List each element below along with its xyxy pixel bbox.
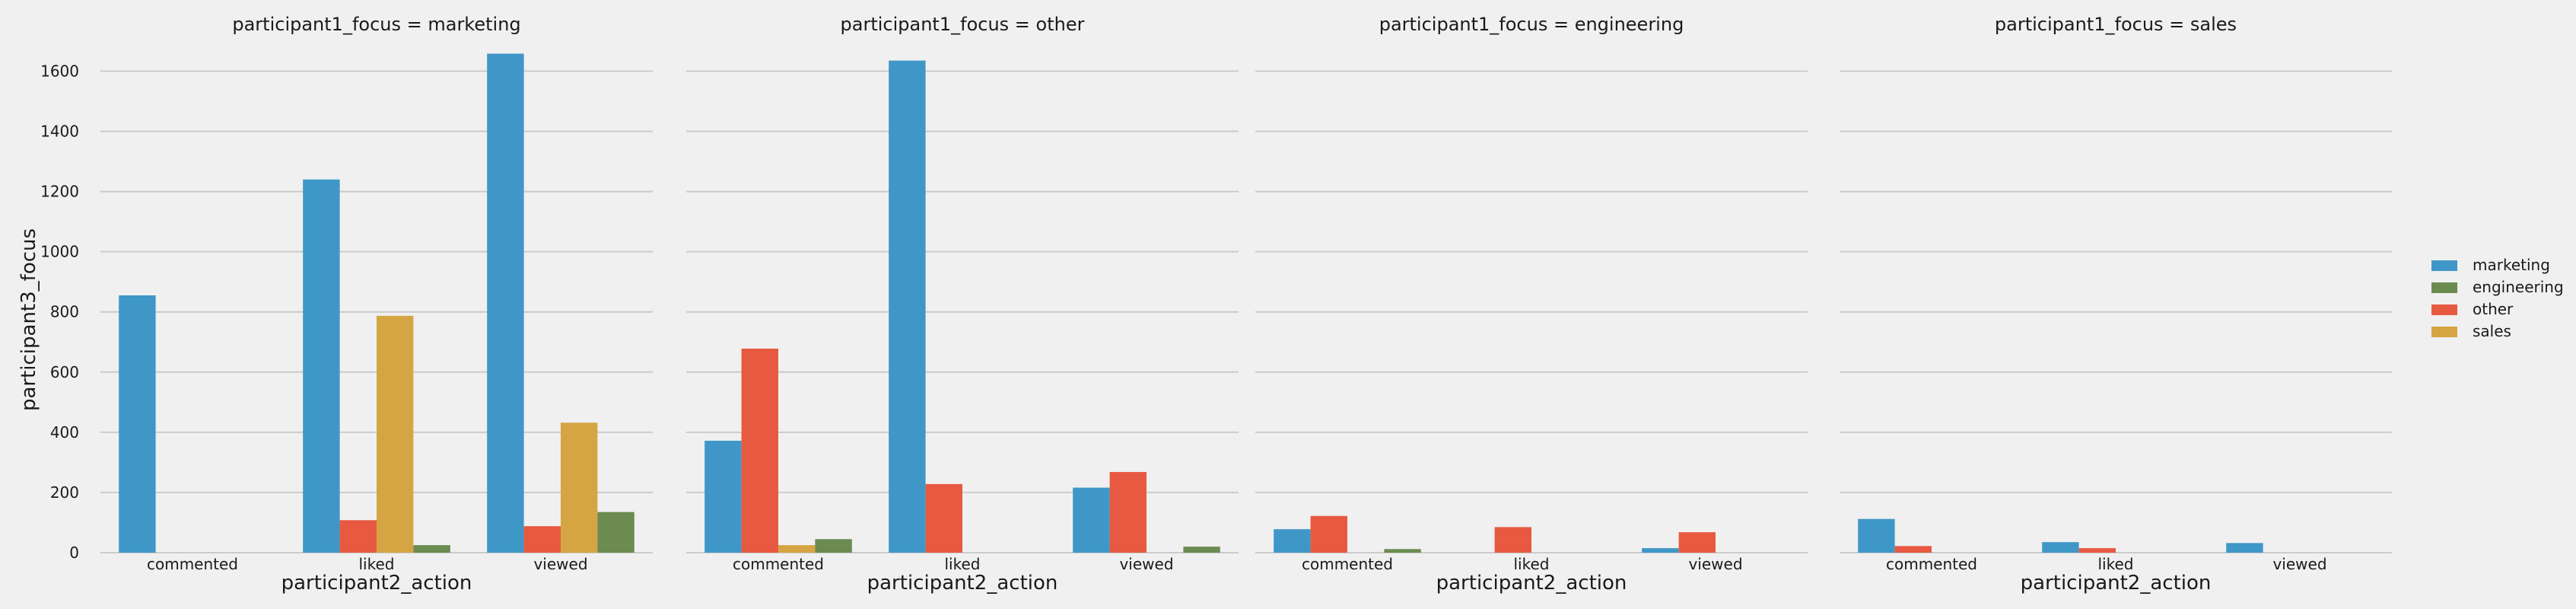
- bar-sales-commented: [778, 545, 816, 553]
- y-tick-label: 1200: [40, 183, 79, 201]
- bar-engineering-commented: [815, 539, 852, 553]
- panel-4: participant1_focus = sales commented liked…: [1840, 14, 2392, 595]
- y-tick-label: 1600: [40, 62, 79, 80]
- bar-marketing-commented: [704, 440, 742, 553]
- y-tick-label: 200: [50, 483, 79, 502]
- x-tick-label: viewed: [1688, 555, 1742, 573]
- bar-other-viewed: [1678, 532, 1716, 553]
- x-axis-label: participant2_action: [2021, 572, 2212, 595]
- y-tick-label: 0: [69, 544, 79, 562]
- panel-title: participant1_focus = sales: [1995, 14, 2237, 35]
- bar-marketing-viewed: [487, 53, 524, 553]
- legend-label-marketing: marketing: [2473, 256, 2550, 274]
- x-tick-label: liked: [359, 555, 395, 573]
- legend-swatch-engineering: [2431, 282, 2457, 293]
- y-tick-label: 1400: [40, 123, 79, 141]
- bar-marketing-commented: [1274, 529, 1311, 553]
- bar-marketing-commented: [119, 295, 156, 553]
- y-tick-label: 600: [50, 363, 79, 381]
- legend-swatch-sales: [2431, 327, 2457, 337]
- panel-2: participant1_focus = other commented liked…: [686, 14, 1239, 595]
- bar-engineering-commented: [1384, 549, 1421, 553]
- legend-swatch-marketing: [2431, 260, 2457, 271]
- bar-marketing-viewed: [2226, 543, 2263, 553]
- panel-title: participant1_focus = marketing: [232, 14, 520, 35]
- bar-other-liked: [1494, 527, 1531, 553]
- bar-other-liked: [925, 483, 962, 553]
- legend-label-other: other: [2473, 300, 2514, 318]
- bar-sales-liked: [377, 315, 414, 553]
- panel-title: participant1_focus = engineering: [1379, 14, 1684, 35]
- x-tick-label: viewed: [1119, 555, 1173, 573]
- legend: marketing engineering other sales: [2431, 256, 2564, 340]
- bar-marketing-liked: [889, 60, 926, 553]
- panel-3: participant1_focus = engineering commente…: [1255, 14, 1808, 595]
- x-tick-label: liked: [945, 555, 981, 573]
- x-axis-label: participant2_action: [1436, 572, 1627, 595]
- panel-title: participant1_focus = other: [841, 14, 1085, 35]
- x-tick-label: commented: [147, 555, 238, 573]
- bar-engineering-liked: [413, 545, 450, 553]
- bar-other-liked: [2078, 548, 2116, 553]
- y-tick-label: 400: [50, 423, 79, 442]
- bar-other-viewed: [1109, 472, 1146, 553]
- x-tick-label: commented: [733, 555, 824, 573]
- x-tick-label: viewed: [533, 555, 587, 573]
- bar-other-commented: [1894, 546, 1932, 553]
- legend-label-engineering: engineering: [2473, 278, 2564, 296]
- bar-engineering-viewed: [597, 512, 634, 553]
- legend-swatch-other: [2431, 304, 2457, 315]
- x-tick-label: liked: [1514, 555, 1550, 573]
- bar-other-viewed: [523, 526, 561, 553]
- x-tick-label: viewed: [2272, 555, 2326, 573]
- y-tick-label: 800: [50, 303, 79, 321]
- bar-marketing-viewed: [1073, 487, 1110, 553]
- y-axis-label: participant3_focus: [17, 228, 40, 411]
- x-tick-label: liked: [2098, 555, 2134, 573]
- y-tick-label: 1000: [40, 243, 79, 261]
- panels: 0 200 400 600 800 1000 1200 1400 1600 participant…: [40, 14, 2392, 595]
- bar-other-commented: [1310, 515, 1347, 553]
- x-axis-label: participant2_action: [281, 572, 472, 595]
- bar-sales-viewed: [561, 422, 598, 553]
- bar-marketing-commented: [1858, 518, 1895, 553]
- legend-label-sales: sales: [2473, 322, 2511, 340]
- x-tick-label: commented: [1886, 555, 1977, 573]
- bar-marketing-viewed: [1642, 548, 1679, 553]
- x-tick-label: commented: [1302, 555, 1393, 573]
- x-axis-label: participant2_action: [867, 572, 1058, 595]
- bar-marketing-liked: [303, 179, 340, 553]
- bar-engineering-viewed: [1183, 547, 1220, 553]
- bar-other-commented: [741, 348, 778, 553]
- panel-1: 0 200 400 600 800 1000 1200 1400 1600 participant…: [40, 14, 653, 595]
- bar-other-liked: [339, 520, 377, 553]
- bar-marketing-liked: [2042, 542, 2079, 553]
